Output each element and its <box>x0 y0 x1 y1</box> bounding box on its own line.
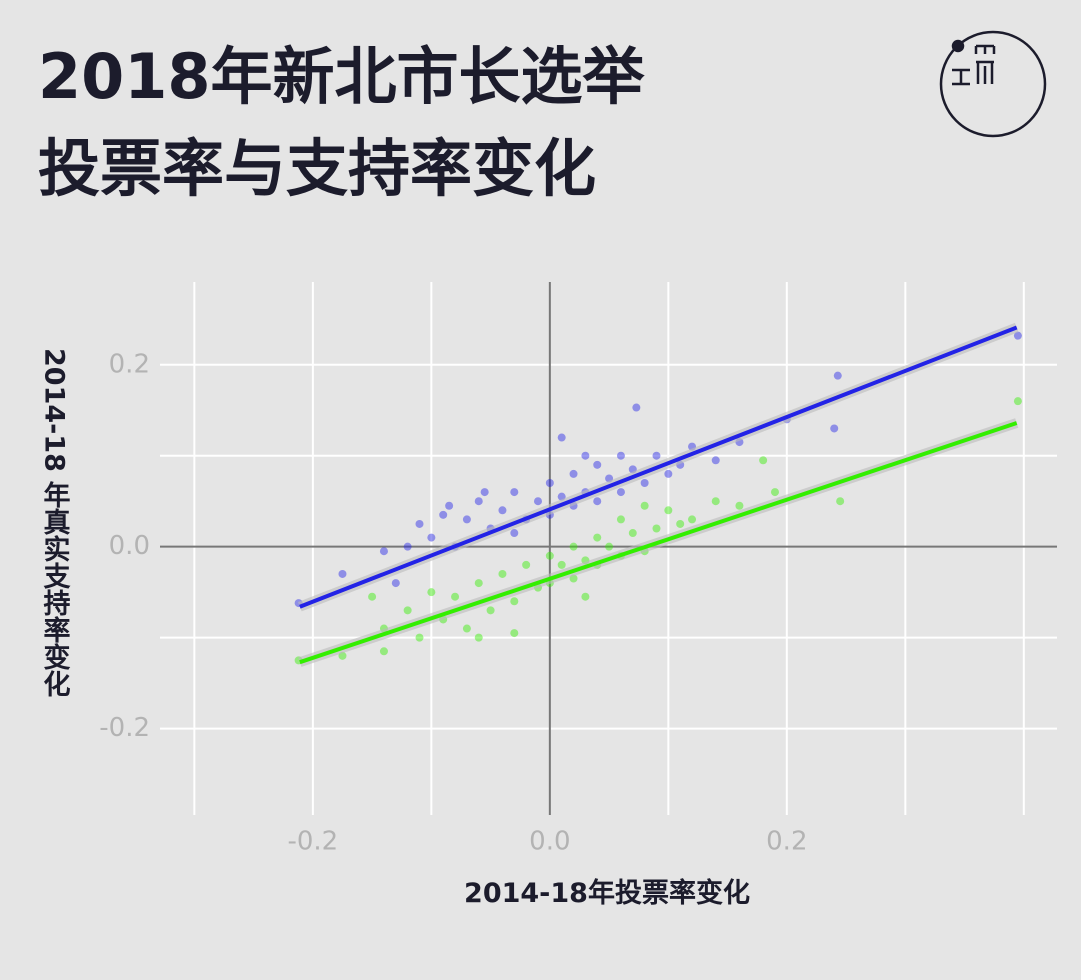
point <box>403 606 412 615</box>
point <box>711 456 720 465</box>
point <box>1013 397 1022 406</box>
point <box>338 569 347 578</box>
point <box>616 488 625 497</box>
point <box>569 542 578 551</box>
x-tick-label: 0.0 <box>529 827 570 857</box>
point <box>462 624 471 633</box>
point <box>427 533 436 542</box>
point <box>664 506 673 515</box>
point <box>557 433 566 442</box>
point <box>593 460 602 469</box>
point <box>498 506 507 515</box>
point <box>676 519 685 528</box>
point <box>522 560 531 569</box>
point <box>379 647 388 656</box>
point <box>545 551 554 560</box>
point <box>474 579 483 588</box>
point <box>664 469 673 478</box>
point <box>462 515 471 524</box>
point <box>415 633 424 642</box>
point <box>616 515 625 524</box>
point <box>510 629 519 638</box>
point <box>688 515 697 524</box>
y-tick-label: 0.0 <box>109 531 150 561</box>
point <box>759 456 768 465</box>
point <box>628 529 637 538</box>
point <box>833 371 842 380</box>
point <box>474 497 483 506</box>
point <box>368 592 377 601</box>
trend-line <box>299 421 1018 665</box>
point <box>632 403 641 412</box>
point <box>652 524 661 533</box>
point <box>569 469 578 478</box>
y-tick-label: -0.2 <box>99 713 150 743</box>
y-tick-label: 0.2 <box>109 349 150 379</box>
point <box>379 547 388 556</box>
point <box>545 479 554 488</box>
y-axis-label: 2014-18 年真实支持率变化 <box>39 348 71 697</box>
x-tick-label: 0.2 <box>766 827 807 857</box>
point <box>836 497 845 506</box>
point <box>1013 331 1022 340</box>
point <box>439 510 448 519</box>
point <box>830 424 839 433</box>
point <box>593 497 602 506</box>
point <box>605 542 614 551</box>
point <box>403 542 412 551</box>
logo <box>939 30 1047 138</box>
point <box>735 501 744 510</box>
point <box>510 488 519 497</box>
point <box>427 588 436 597</box>
point <box>445 501 454 510</box>
point <box>770 488 779 497</box>
chart-title: 投票率与支持率变化 <box>38 132 596 205</box>
point <box>581 451 590 460</box>
point <box>640 501 649 510</box>
point <box>510 597 519 606</box>
chart-title: 2018年新北市长选举 <box>38 40 646 113</box>
point <box>474 633 483 642</box>
point <box>510 529 519 538</box>
point <box>711 497 720 506</box>
point <box>391 579 400 588</box>
point <box>533 497 542 506</box>
point <box>480 488 489 497</box>
point <box>486 606 495 615</box>
x-tick-label: -0.2 <box>287 827 338 857</box>
point <box>593 533 602 542</box>
point <box>415 519 424 528</box>
point <box>640 479 649 488</box>
point <box>451 592 460 601</box>
x-axis-label: 2014-18年投票率变化 <box>464 877 750 909</box>
trend-line <box>299 325 1018 609</box>
point <box>616 451 625 460</box>
point <box>498 569 507 578</box>
point <box>652 451 661 460</box>
point <box>581 592 590 601</box>
point <box>557 560 566 569</box>
